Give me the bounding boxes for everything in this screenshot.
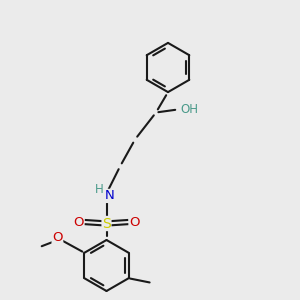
Text: N: N — [105, 189, 114, 203]
Text: H: H — [94, 183, 103, 196]
Text: O: O — [129, 215, 140, 229]
Text: S: S — [102, 217, 111, 230]
Text: O: O — [73, 215, 84, 229]
Text: OH: OH — [181, 103, 199, 116]
Text: O: O — [52, 231, 63, 244]
